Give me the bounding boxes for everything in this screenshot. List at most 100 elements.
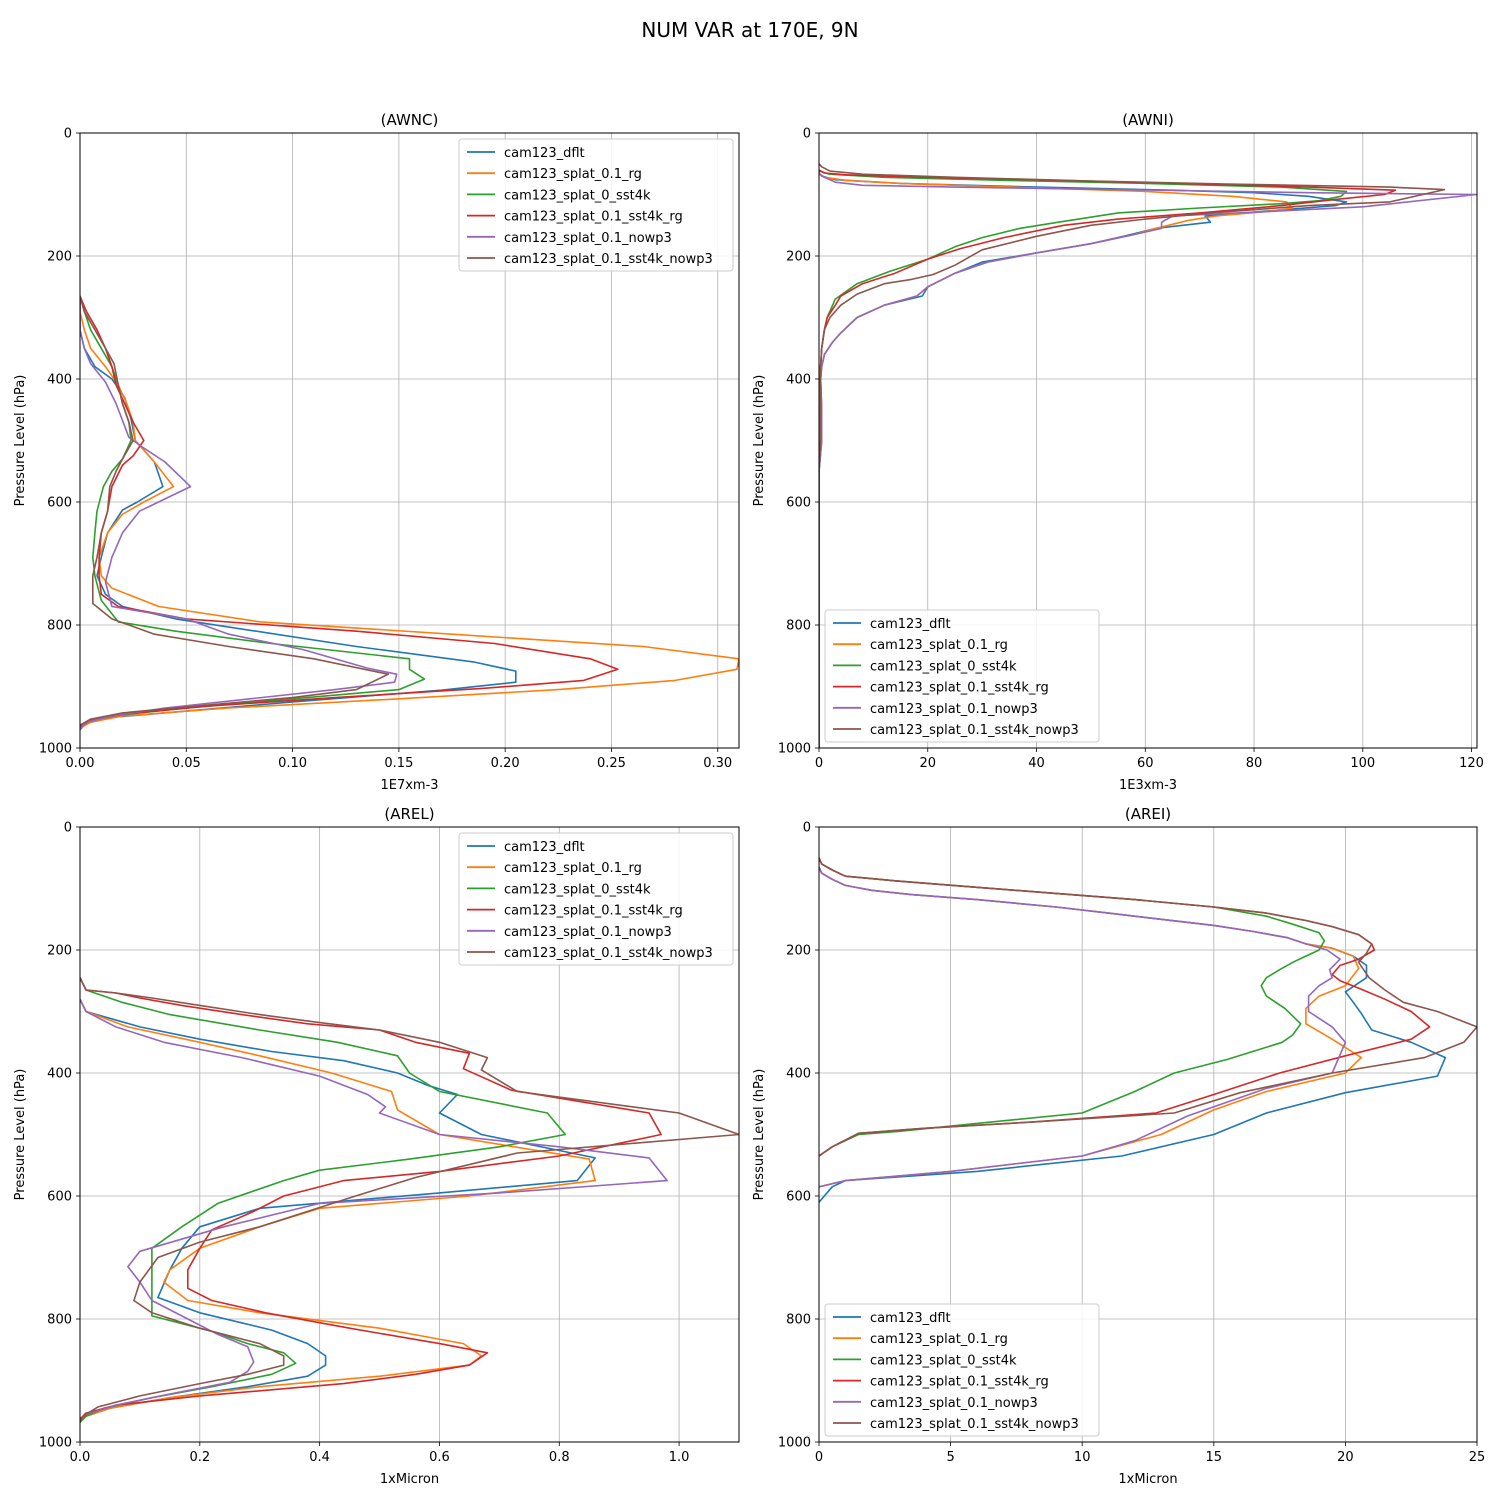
legend-label-1: cam123_dflt xyxy=(870,617,951,632)
x-tick-label: 40 xyxy=(1028,756,1045,771)
legend-box xyxy=(458,832,734,966)
y-tick-label: 1000 xyxy=(39,1436,72,1451)
series-line-1 xyxy=(80,998,596,1423)
legend-label-5: cam123_splat_0.1_nowp3 xyxy=(504,925,672,940)
x-tick-label: 20 xyxy=(1337,1450,1354,1465)
x-tick-label: 120 xyxy=(1459,756,1484,771)
x-axis-label: 1xMicron xyxy=(1118,1472,1177,1487)
x-tick-label: 0.00 xyxy=(66,756,95,771)
x-tick-label: 100 xyxy=(1350,756,1375,771)
legend-label-5: cam123_splat_0.1_nowp3 xyxy=(870,702,1038,717)
series-group xyxy=(80,977,739,1423)
y-tick-label: 0 xyxy=(803,127,811,142)
legend: cam123_dflt cam123_splat_0.1_rg cam123_spl… xyxy=(824,609,1100,743)
x-tick-label: 0.20 xyxy=(491,756,520,771)
y-tick-label: 1000 xyxy=(39,742,72,757)
panel-title: (AREI) xyxy=(1125,805,1171,823)
series-line-4 xyxy=(80,295,619,728)
y-tick-label: 1000 xyxy=(778,742,811,757)
y-tick-label: 600 xyxy=(47,1190,72,1205)
chart-panel-2: 0 20 40 60 80 100 120 0 200 400 600 800 1000 (AWNI) 1E… xyxy=(752,111,1484,793)
y-axis-label: Pressure Level (hPa) xyxy=(752,375,767,507)
x-tick-label: 0 xyxy=(815,756,823,771)
y-tick-label: 1000 xyxy=(778,1436,811,1451)
series-line-5 xyxy=(80,998,668,1422)
x-tick-label: 0.10 xyxy=(278,756,307,771)
y-tick-label: 200 xyxy=(47,250,72,265)
series-group xyxy=(819,857,1477,1203)
y-axis-label: Pressure Level (hPa) xyxy=(13,375,28,507)
legend-label-6: cam123_splat_0.1_sst4k_nowp3 xyxy=(504,252,713,267)
legend-label-6: cam123_splat_0.1_sst4k_nowp3 xyxy=(870,723,1079,738)
x-tick-label: 0.8 xyxy=(549,1450,570,1465)
x-tick-label: 0.2 xyxy=(189,1450,210,1465)
x-axis-label: 1E3xm-3 xyxy=(1119,778,1177,793)
legend-label-2: cam123_splat_0.1_rg xyxy=(870,1332,1008,1347)
legend: cam123_dflt cam123_splat_0.1_rg cam123_spl… xyxy=(458,138,734,272)
series-group xyxy=(819,163,1477,748)
x-tick-label: 1.0 xyxy=(669,1450,690,1465)
legend-label-6: cam123_splat_0.1_sst4k_nowp3 xyxy=(870,1417,1079,1432)
x-tick-label: 0.05 xyxy=(172,756,201,771)
legend-box xyxy=(824,1303,1100,1437)
y-tick-label: 200 xyxy=(786,250,811,265)
panels: 0.00 0.05 0.10 0.15 0.20 0.25 0.30020040060080… xyxy=(13,111,1485,1487)
x-tick-label: 0.25 xyxy=(597,756,626,771)
y-tick-label: 800 xyxy=(47,1313,72,1328)
legend-label-3: cam123_splat_0_sst4k xyxy=(504,882,651,897)
y-tick-label: 800 xyxy=(47,619,72,634)
panel-title: (AWNI) xyxy=(1122,111,1174,129)
axes-frame xyxy=(818,132,1478,749)
series-line-6 xyxy=(80,295,389,726)
y-tick-label: 0 xyxy=(64,127,72,142)
chart-panel-3: 0.0 0.2 0.4 0.6 0.8 1.0 0 200 400 600 800 1000 (AREL… xyxy=(13,805,740,1487)
x-tick-label: 15 xyxy=(1206,1450,1223,1465)
legend-label-1: cam123_dflt xyxy=(504,146,585,161)
series-line-5 xyxy=(819,866,1347,1188)
legend-label-3: cam123_splat_0_sst4k xyxy=(870,1353,1017,1368)
legend-label-2: cam123_splat_0.1_rg xyxy=(870,638,1008,653)
legend-label-2: cam123_splat_0.1_rg xyxy=(504,167,642,182)
x-tick-label: 20 xyxy=(919,756,936,771)
axes-frame xyxy=(79,826,740,1443)
x-tick-label: 0.6 xyxy=(429,1450,450,1465)
y-tick-label: 600 xyxy=(786,1190,811,1205)
y-tick-label: 800 xyxy=(786,619,811,634)
legend-label-3: cam123_splat_0_sst4k xyxy=(870,659,1017,674)
y-tick-label: 800 xyxy=(786,1313,811,1328)
series-line-5 xyxy=(80,296,398,729)
series-line-6 xyxy=(819,163,1446,748)
chart-panel-1: 0.00 0.05 0.10 0.15 0.20 0.25 0.30 0 200 400 600 80… xyxy=(13,111,740,793)
y-tick-label: 400 xyxy=(786,1067,811,1082)
legend: cam123_dflt cam123_splat_0.1_rg cam123_spl… xyxy=(458,832,734,966)
series-line-6 xyxy=(80,977,739,1422)
legend-label-2: cam123_splat_0.1_rg xyxy=(504,861,642,876)
legend-label-5: cam123_splat_0.1_nowp3 xyxy=(504,231,672,246)
y-tick-label: 200 xyxy=(786,944,811,959)
x-tick-label: 5 xyxy=(946,1450,954,1465)
y-tick-label: 0 xyxy=(64,821,72,836)
x-tick-label: 0.4 xyxy=(309,1450,330,1465)
x-tick-label: 25 xyxy=(1469,1450,1486,1465)
series-group xyxy=(80,295,739,731)
legend-label-4: cam123_splat_0.1_sst4k_rg xyxy=(870,1375,1049,1390)
y-tick-label: 600 xyxy=(786,496,811,511)
legend-label-4: cam123_splat_0.1_sst4k_rg xyxy=(504,210,683,225)
legend-label-4: cam123_splat_0.1_sst4k_rg xyxy=(870,681,1049,696)
x-tick-label: 60 xyxy=(1137,756,1154,771)
figure-title: NUM VAR at 170E, 9N xyxy=(641,18,858,42)
x-tick-label: 0.15 xyxy=(384,756,413,771)
series-line-6 xyxy=(819,857,1477,1157)
y-tick-label: 600 xyxy=(47,496,72,511)
legend-box xyxy=(458,138,734,272)
x-tick-label: 0 xyxy=(815,1450,823,1465)
y-tick-label: 400 xyxy=(786,373,811,388)
y-tick-label: 400 xyxy=(47,373,72,388)
series-line-3 xyxy=(80,977,567,1423)
series-line-4 xyxy=(80,977,662,1420)
legend-label-1: cam123_dflt xyxy=(870,1311,951,1326)
legend-label-5: cam123_splat_0.1_nowp3 xyxy=(870,1396,1038,1411)
legend-label-4: cam123_splat_0.1_sst4k_rg xyxy=(504,904,683,919)
